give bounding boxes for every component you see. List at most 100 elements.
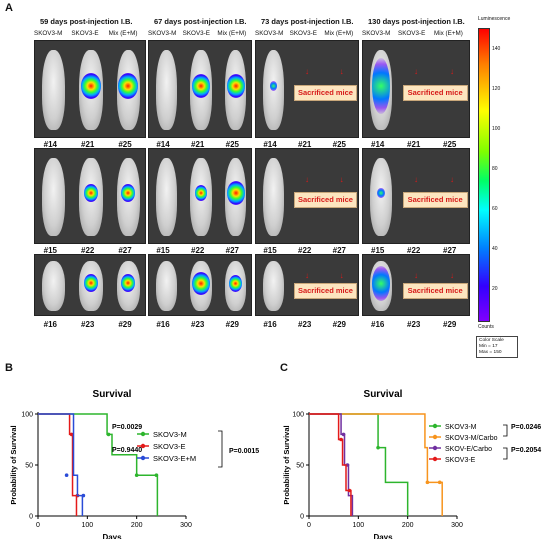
mouse-id-label: #23 [191,320,205,329]
group-column-label: Mix (E+M) [434,30,463,37]
group-column-label: SKOV3-M [34,30,63,37]
color-scale-box: Color Scale Min = 17 Max = 150 [476,336,518,358]
colorbar-tick-label: 20 [492,286,498,292]
mouse-id-label: #21 [298,140,312,149]
mouse-id-label: #15 [371,246,385,255]
legend-marker [432,445,438,451]
mouse-id-label: #27 [332,246,347,255]
luminescence-signal [81,73,101,99]
group-column-label: Mix (E+M) [108,30,138,37]
mouse-id-label: #25 [443,140,457,149]
mouse-id-label: #29 [118,320,132,329]
mouse-image [262,260,285,312]
red-arrow-icon: ↓ [305,174,309,184]
censor-mark [81,493,86,498]
luminescence-signal [226,181,245,205]
survival-chart-b: Survival 0 50 100 0 100 200 300 Days Probability … [9,389,259,539]
color-scale-min: Min = 17 [479,344,498,349]
red-arrow-icon: ↓ [450,67,454,77]
legend-marker [140,431,146,437]
imaging-tile: ↓ ↓ Sacrificed mice [362,40,470,138]
legend-marker [140,443,146,449]
group-column-label: SKOV3-E [71,30,99,37]
mouse-id-label: #25 [332,140,347,149]
luminescence-signal [191,271,211,296]
imaging-tile [148,40,252,138]
mouse-image [42,157,66,237]
p-value-annotation: P=0.0015 [229,448,259,455]
colorbar-title: Luminescence [478,16,511,22]
mouse-id-label: #22 [81,246,95,255]
mouse-id-label: #23 [407,320,421,329]
red-arrow-icon: ↓ [305,271,309,281]
sacrificed-mice-label: Sacrificed mice [402,192,468,209]
mouse-id-label: #27 [118,246,132,255]
survival-curve-1 [309,413,443,516]
color-scale-max: Max = 150 [479,350,502,355]
y-axis-label: Probability of Survival [282,425,291,504]
colorbar-tick-label: 60 [492,206,498,212]
color-scale-line: Color Scale [479,338,504,343]
colorbar-tick-label: 120 [492,86,501,92]
mouse-image [262,157,285,237]
group-column-label: SKOV3-E [182,30,210,37]
x-axis-label: Days [373,533,393,539]
red-arrow-icon: ↓ [305,67,309,77]
group-column-label: SKOV3-E [289,30,317,37]
legend-label: SKOV3-M [445,424,477,431]
group-title: 67 days post-injection I.B. [154,17,247,26]
colorbar-tick-label: 140 [492,46,501,52]
chart-title: Survival [93,389,132,400]
red-arrow-icon: ↓ [339,174,344,184]
legend-label: SKOV-E/Carbo [445,446,492,453]
imaging-tile [34,40,146,138]
panel-letter-a: A [5,2,13,14]
mouse-id-label: #21 [407,140,421,149]
group-column-label: SKOV3-M [148,30,177,37]
mouse-id-label: #23 [298,320,312,329]
mouse-id-label: #14 [156,140,170,149]
luminescence-signal [194,184,208,202]
sacrificed-mice-label: Sacrificed mice [294,282,357,299]
p-value-annotation: P=0.0246 [511,424,541,431]
colorbar [478,28,490,322]
luminescence-signal [372,265,390,302]
imaging-tile: ↓ ↓ Sacrificed mice [362,254,470,316]
group-column-label: Mix (E+M) [217,30,247,37]
sacrificed-mice-label: Sacrificed mice [294,85,357,102]
y-tick-label: 50 [296,463,304,470]
luminescence-signal [377,187,385,199]
mouse-id-label: #22 [407,246,421,255]
y-tick-label: 50 [25,463,33,470]
significance-bracket [503,424,508,437]
group-column-label: Mix (E+M) [324,30,354,37]
x-tick-label: 100 [81,522,93,529]
mouse-id-label: #22 [298,246,312,255]
luminescence-signal [372,57,390,115]
red-arrow-icon: ↓ [414,67,418,77]
imaging-tile [148,254,252,316]
sacrificed-mice-label: Sacrificed mice [402,282,468,299]
mouse-id-label: #27 [225,246,240,255]
censor-mark [69,432,74,437]
mouse-id-label: #23 [81,320,95,329]
group-title: 130 days post-injection I.B. [368,17,465,26]
imaging-tile [34,254,146,316]
x-tick-label: 0 [307,522,311,529]
mouse-id-label: #14 [371,140,385,149]
mouse-id-label: #15 [43,246,58,255]
colorbar-tick-label: 100 [492,126,501,132]
mouse-id-label: #25 [118,140,132,149]
legend-marker [432,456,438,462]
significance-bracket [218,430,223,468]
imaging-tile: ↓ ↓ Sacrificed mice [255,40,359,138]
luminescence-signal [226,74,245,98]
y-axis-label: Probability of Survival [9,425,18,504]
chart-title: Survival [364,389,403,400]
mouse-id-label: #22 [191,246,205,255]
censor-mark [154,473,159,477]
p-value-annotation: P=0.0029 [112,424,142,431]
red-arrow-icon: ↓ [339,271,344,281]
mouse-id-label: #16 [156,320,170,329]
mouse-id-label: #27 [443,246,457,255]
